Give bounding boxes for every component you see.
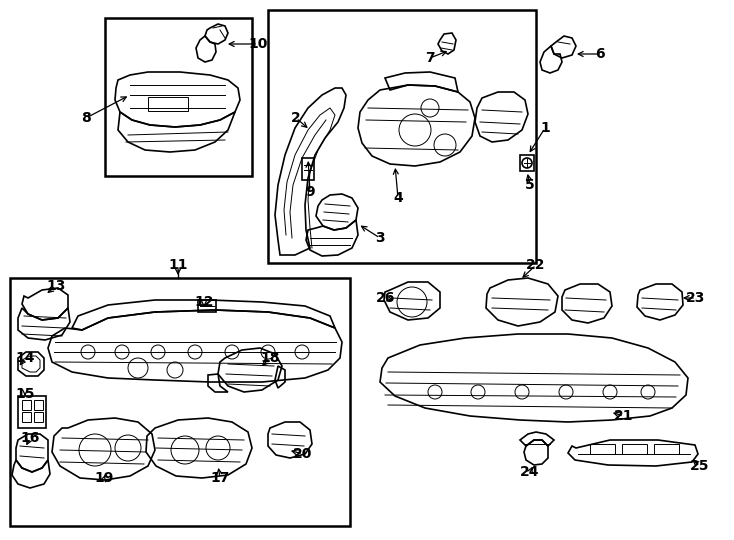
Text: 23: 23	[686, 291, 705, 305]
Bar	[18, 396, 46, 428]
Bar	[654, 444, 679, 454]
Text: 8: 8	[81, 111, 91, 125]
Bar	[148, 97, 188, 111]
Bar	[590, 444, 615, 454]
Text: 19: 19	[94, 471, 114, 485]
Text: 20: 20	[294, 447, 313, 461]
Bar	[198, 300, 216, 312]
Text: 3: 3	[375, 231, 385, 245]
Text: 9: 9	[305, 185, 315, 199]
Text: 26: 26	[377, 291, 396, 305]
Bar	[520, 155, 534, 171]
Text: 13: 13	[46, 279, 65, 293]
Text: 11: 11	[168, 258, 188, 272]
Text: 16: 16	[21, 431, 40, 445]
Text: 12: 12	[195, 295, 214, 309]
Text: 21: 21	[614, 409, 633, 423]
Bar	[22, 400, 31, 410]
Bar	[105, 18, 252, 176]
Bar	[34, 400, 43, 410]
Text: 2: 2	[291, 111, 301, 125]
Text: 22: 22	[526, 258, 546, 272]
Text: 5: 5	[525, 178, 535, 192]
Bar	[10, 278, 350, 526]
Text: 25: 25	[690, 459, 710, 473]
Text: 15: 15	[15, 387, 34, 401]
Text: 1: 1	[540, 121, 550, 135]
Text: 18: 18	[261, 351, 280, 365]
Text: 4: 4	[393, 191, 403, 205]
Bar	[268, 10, 536, 263]
Text: 6: 6	[595, 47, 605, 61]
Text: 10: 10	[248, 37, 268, 51]
Text: 14: 14	[15, 351, 34, 365]
Text: 7: 7	[425, 51, 435, 65]
Text: 17: 17	[211, 471, 230, 485]
Bar	[22, 412, 31, 422]
Text: 24: 24	[520, 465, 539, 479]
Bar	[34, 412, 43, 422]
Bar	[622, 444, 647, 454]
Bar	[302, 158, 314, 180]
